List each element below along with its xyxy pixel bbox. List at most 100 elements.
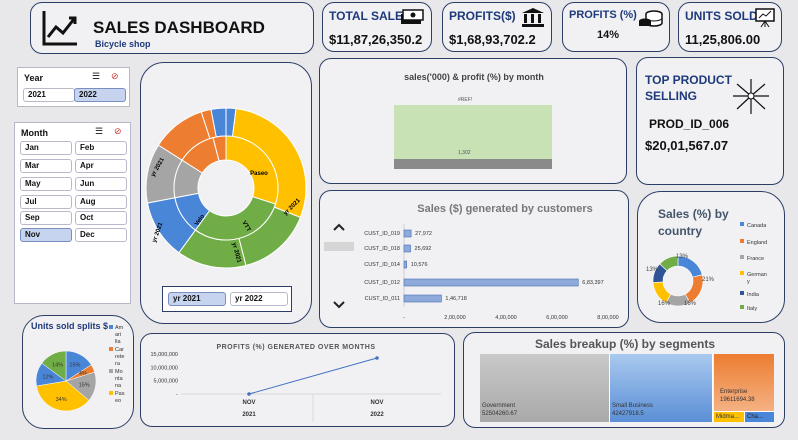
customer-value-label: 25,692	[415, 246, 432, 252]
month-slicer-title: Month	[21, 128, 48, 138]
units-legend-label: rete	[115, 354, 124, 360]
country-chart-card: Sales (%) by country 21% 16% 16% 13% 13% Cana…	[637, 191, 785, 323]
line-x-year-label: 2022	[370, 412, 384, 418]
month-button-jun[interactable]: Jun	[75, 177, 127, 191]
units-legend-swatch	[109, 369, 113, 373]
country-legend-label: India	[747, 292, 760, 298]
customer-label: CUST_ID_012	[364, 280, 400, 286]
month-button-nov[interactable]: Nov	[20, 228, 72, 242]
clear-filter-icon[interactable]: ⊘	[114, 126, 122, 136]
country-legend-swatch	[740, 305, 744, 309]
month-button-aug[interactable]: Aug	[75, 195, 127, 209]
trend-chart-icon	[42, 11, 77, 46]
page-subtitle: Bicycle shop	[95, 39, 151, 49]
line-x-label: NOV	[370, 400, 383, 406]
month-button-may[interactable]: May	[20, 177, 72, 191]
monthly-chart-title: sales('000) & profit (%) by month	[404, 72, 544, 82]
line-y-tick: 5,000,000	[154, 379, 178, 385]
line-x-year-label: 2021	[242, 412, 256, 418]
month-slicer: Month ☰ ⊘ Jan Feb Mar Apr May Jun Jul Au…	[14, 122, 131, 304]
country-legend-swatch	[740, 271, 744, 275]
units-legend-label: Car	[115, 347, 124, 353]
customers-bar-chart: CUST_ID_019 27,972 CUST_ID_018 25,692 CUST_I…	[364, 224, 619, 321]
month-button-jan[interactable]: Jan	[20, 141, 72, 155]
customer-value-label: 10,576	[411, 262, 428, 268]
scroll-up-icon[interactable]	[332, 222, 346, 232]
legend-button-2022[interactable]: yr 2022	[230, 292, 288, 306]
multi-select-icon[interactable]: ☰	[92, 71, 101, 81]
units-slice	[36, 380, 90, 412]
units-value-label: 15%	[69, 363, 80, 369]
year-button-2022[interactable]: 2022	[74, 88, 126, 102]
treemap-channel-partners: Cha...	[744, 411, 774, 422]
scroll-down-icon[interactable]	[332, 300, 346, 310]
scroll-thumb[interactable]	[324, 242, 354, 251]
month-button-dec[interactable]: Dec	[75, 228, 127, 242]
month-button-feb[interactable]: Feb	[75, 141, 127, 155]
sunburst-label-vtt: VTT	[240, 220, 251, 233]
month-button-mar[interactable]: Mar	[20, 159, 72, 173]
sunburst-card: Paseo VTT Velo yr 2021 yr 2021 yr 2021 y…	[140, 62, 312, 324]
country-chart-title: Sales (%) by country	[658, 207, 729, 238]
treemap-label-channel-partners: Cha...	[747, 414, 764, 420]
units-value-label: 4%	[79, 371, 87, 377]
line-y-tick: 15,000,000	[150, 352, 178, 358]
header-card: SALES DASHBOARD Bicycle shop	[30, 2, 314, 54]
bank-icon	[522, 8, 544, 27]
country-slice	[659, 255, 679, 272]
country-legend-label: y	[747, 279, 750, 285]
kpi-profits-pct: PROFITS (%) 14%	[562, 2, 670, 52]
sunburst-inner-segment	[212, 135, 227, 162]
units-legend-label: na	[115, 383, 122, 389]
year-button-2021[interactable]: 2021	[23, 88, 75, 102]
month-button-apr[interactable]: Apr	[75, 159, 127, 173]
clear-filter-icon[interactable]: ⊘	[111, 71, 119, 81]
customers-chart-title: Sales ($) generated by customers	[417, 203, 593, 215]
country-value-label: 16%	[684, 301, 697, 307]
country-legend-label: France	[747, 256, 764, 262]
treemap-value-small-business: 42427918.5	[612, 411, 644, 417]
country-legend-swatch	[740, 239, 744, 243]
units-legend-swatch	[109, 347, 113, 351]
units-legend-label: nta	[115, 376, 124, 382]
units-chart-title: Units sold splits $	[31, 321, 109, 331]
sunburst-outer-label-2: yr 2021	[230, 242, 241, 264]
legend-button-2021[interactable]: yr 2021	[168, 292, 226, 306]
month-button-jul[interactable]: Jul	[20, 195, 72, 209]
customer-bar	[403, 260, 407, 269]
sunburst-legend: yr 2021 yr 2022	[162, 286, 292, 312]
line-y-tick: 10,000,000	[150, 365, 178, 371]
units-legend-swatch	[109, 325, 113, 329]
units-legend-label: Am	[115, 325, 124, 331]
monthly-value-label: 1,302	[458, 150, 471, 156]
country-value-label: 16%	[658, 301, 671, 307]
coins-icon	[639, 10, 663, 27]
customer-bar	[403, 229, 412, 238]
treemap: Government 52504260.67 Small Business 42…	[480, 354, 774, 422]
country-value-label: 13%	[676, 254, 689, 260]
segments-chart-card: Sales breakup (%) by segments Government…	[463, 332, 785, 428]
customers-x-tick: 6,00,000	[546, 315, 567, 321]
kpi-units-sold: UNITS SOLD 11,25,806.00	[678, 2, 782, 52]
country-legend-label: Italy	[747, 306, 757, 312]
country-legend-swatch	[740, 291, 744, 295]
units-slice	[41, 350, 67, 382]
profit-line-chart: 15,000,000 10,000,000 5,000,000 - NOV NOV 2021…	[150, 352, 441, 422]
kpi-total-sales-label: TOTAL SALES	[329, 9, 412, 23]
customers-chart-card: Sales ($) generated by customers CUST_ID…	[319, 190, 629, 328]
presentation-board-icon	[755, 8, 775, 28]
sunburst-chart: Paseo VTT Velo yr 2021 yr 2021 yr 2021 y…	[145, 107, 307, 269]
month-button-oct[interactable]: Oct	[75, 211, 127, 225]
multi-select-icon[interactable]: ☰	[95, 126, 104, 136]
units-value-label: 12%	[42, 375, 53, 381]
units-legend-swatch	[109, 391, 113, 395]
kpi-total-sales: TOTAL SALES $11,87,26,350.2	[322, 2, 432, 52]
country-legend-label: German	[747, 272, 767, 278]
kpi-total-sales-value: $11,87,26,350.2	[329, 32, 423, 47]
units-legend-label: eo	[115, 398, 121, 404]
profit-line	[248, 357, 378, 395]
treemap-value-enterprise: 19611694.38	[720, 397, 755, 403]
treemap-label-midmarket: Midma...	[716, 414, 740, 420]
top-product-card: TOP PRODUCT SELLING PROD_ID_006 $20,01,5…	[636, 57, 784, 185]
month-button-sep[interactable]: Sep	[20, 211, 72, 225]
